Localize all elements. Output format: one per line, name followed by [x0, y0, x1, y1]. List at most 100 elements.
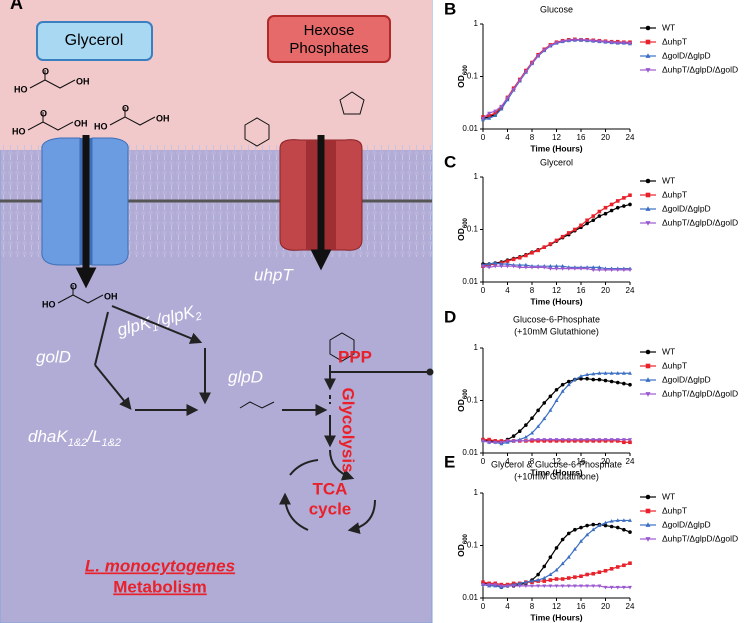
point: [597, 377, 602, 382]
legend-marker: [645, 192, 651, 198]
x-tick-label: 16: [577, 286, 586, 295]
point: [493, 583, 498, 587]
point: [591, 527, 596, 532]
point: [560, 382, 565, 387]
point: [615, 438, 620, 442]
point: [548, 572, 553, 576]
atom: O: [42, 66, 49, 76]
y-axis-label: OD600: [456, 217, 468, 240]
atom: O: [122, 103, 129, 113]
y-tick-label: 0.1: [467, 225, 479, 234]
atom: O: [70, 281, 77, 291]
point: [554, 398, 559, 402]
pathway-label: cycle: [309, 499, 352, 518]
point: [523, 265, 528, 270]
point: [505, 584, 510, 589]
x-tick-label: 12: [552, 457, 561, 466]
point: [609, 519, 614, 523]
point: [560, 389, 565, 393]
series-line: [482, 372, 630, 445]
legend-label: WT: [662, 491, 675, 501]
point: [481, 264, 485, 269]
legend-marker: [645, 25, 651, 31]
point: [585, 221, 589, 226]
point: [615, 371, 620, 375]
point: [511, 584, 516, 589]
point: [585, 218, 589, 223]
point: [511, 264, 516, 269]
point: [493, 440, 498, 445]
point: [615, 199, 620, 203]
point: [585, 532, 590, 537]
point: [609, 379, 614, 384]
point: [481, 116, 485, 121]
point: [566, 379, 571, 384]
y-label-main: OD: [456, 399, 466, 412]
x-tick-label: 8: [530, 133, 535, 142]
point: [622, 204, 626, 208]
point: [603, 211, 608, 216]
x-tick-label: 20: [601, 286, 610, 295]
series-line: [482, 39, 631, 121]
point: [536, 577, 541, 582]
point: [579, 38, 583, 42]
point: [554, 438, 559, 442]
point: [591, 438, 596, 442]
x-tick-label: 24: [626, 602, 635, 611]
atom: HO: [42, 299, 56, 309]
point: [554, 41, 559, 45]
x-tick-label: 0: [481, 133, 486, 142]
x-tick-label: 16: [577, 133, 586, 142]
legend-label: WT: [662, 22, 675, 32]
x-tick-label: 24: [626, 133, 635, 142]
point: [487, 440, 492, 445]
legend-marker: [645, 522, 651, 527]
point: [530, 61, 534, 66]
point: [572, 38, 577, 42]
point: [603, 568, 608, 573]
point: [566, 231, 571, 235]
point: [487, 583, 492, 587]
point: [499, 584, 504, 589]
chart-title: Glucose: [540, 4, 573, 14]
point: [573, 527, 577, 532]
legend-label: ΔgolD/ΔglpD: [662, 519, 711, 529]
series-line: [482, 38, 630, 118]
point: [628, 530, 632, 534]
point: [585, 372, 590, 377]
point: [560, 438, 565, 442]
point: [530, 584, 534, 589]
legend-label: ΔuhpT/ΔglpD/ΔgolD: [662, 217, 738, 227]
point: [621, 371, 626, 375]
point: [609, 524, 614, 529]
point: [536, 572, 540, 577]
point: [560, 267, 565, 271]
point: [603, 40, 608, 44]
point: [585, 523, 589, 528]
x-tick-label: 8: [530, 286, 535, 295]
point: [573, 227, 577, 232]
y-label-main: OD: [456, 544, 466, 557]
point: [572, 377, 577, 382]
glycerol-box: [36, 21, 153, 61]
hexose-label: Phosphates: [289, 40, 368, 57]
legend-label: ΔuhpT: [662, 505, 687, 515]
point: [579, 539, 583, 543]
point: [591, 571, 596, 576]
point: [628, 561, 632, 566]
glycerol-label: Glycerol: [65, 32, 124, 49]
legend-label: ΔuhpT: [662, 360, 687, 370]
point: [603, 378, 608, 383]
x-tick-label: 4: [505, 286, 510, 295]
series-line: [482, 39, 631, 119]
point: [603, 371, 608, 375]
point: [609, 208, 614, 213]
legend-marker: [645, 53, 651, 58]
legend-label: ΔuhpT/ΔglpD/ΔgolD: [662, 388, 738, 398]
point: [621, 518, 626, 522]
panel-letter: E: [444, 452, 455, 471]
point: [572, 267, 577, 271]
y-tick-label: 0.1: [467, 541, 479, 550]
point: [511, 87, 516, 92]
x-tick-label: 4: [505, 133, 510, 142]
